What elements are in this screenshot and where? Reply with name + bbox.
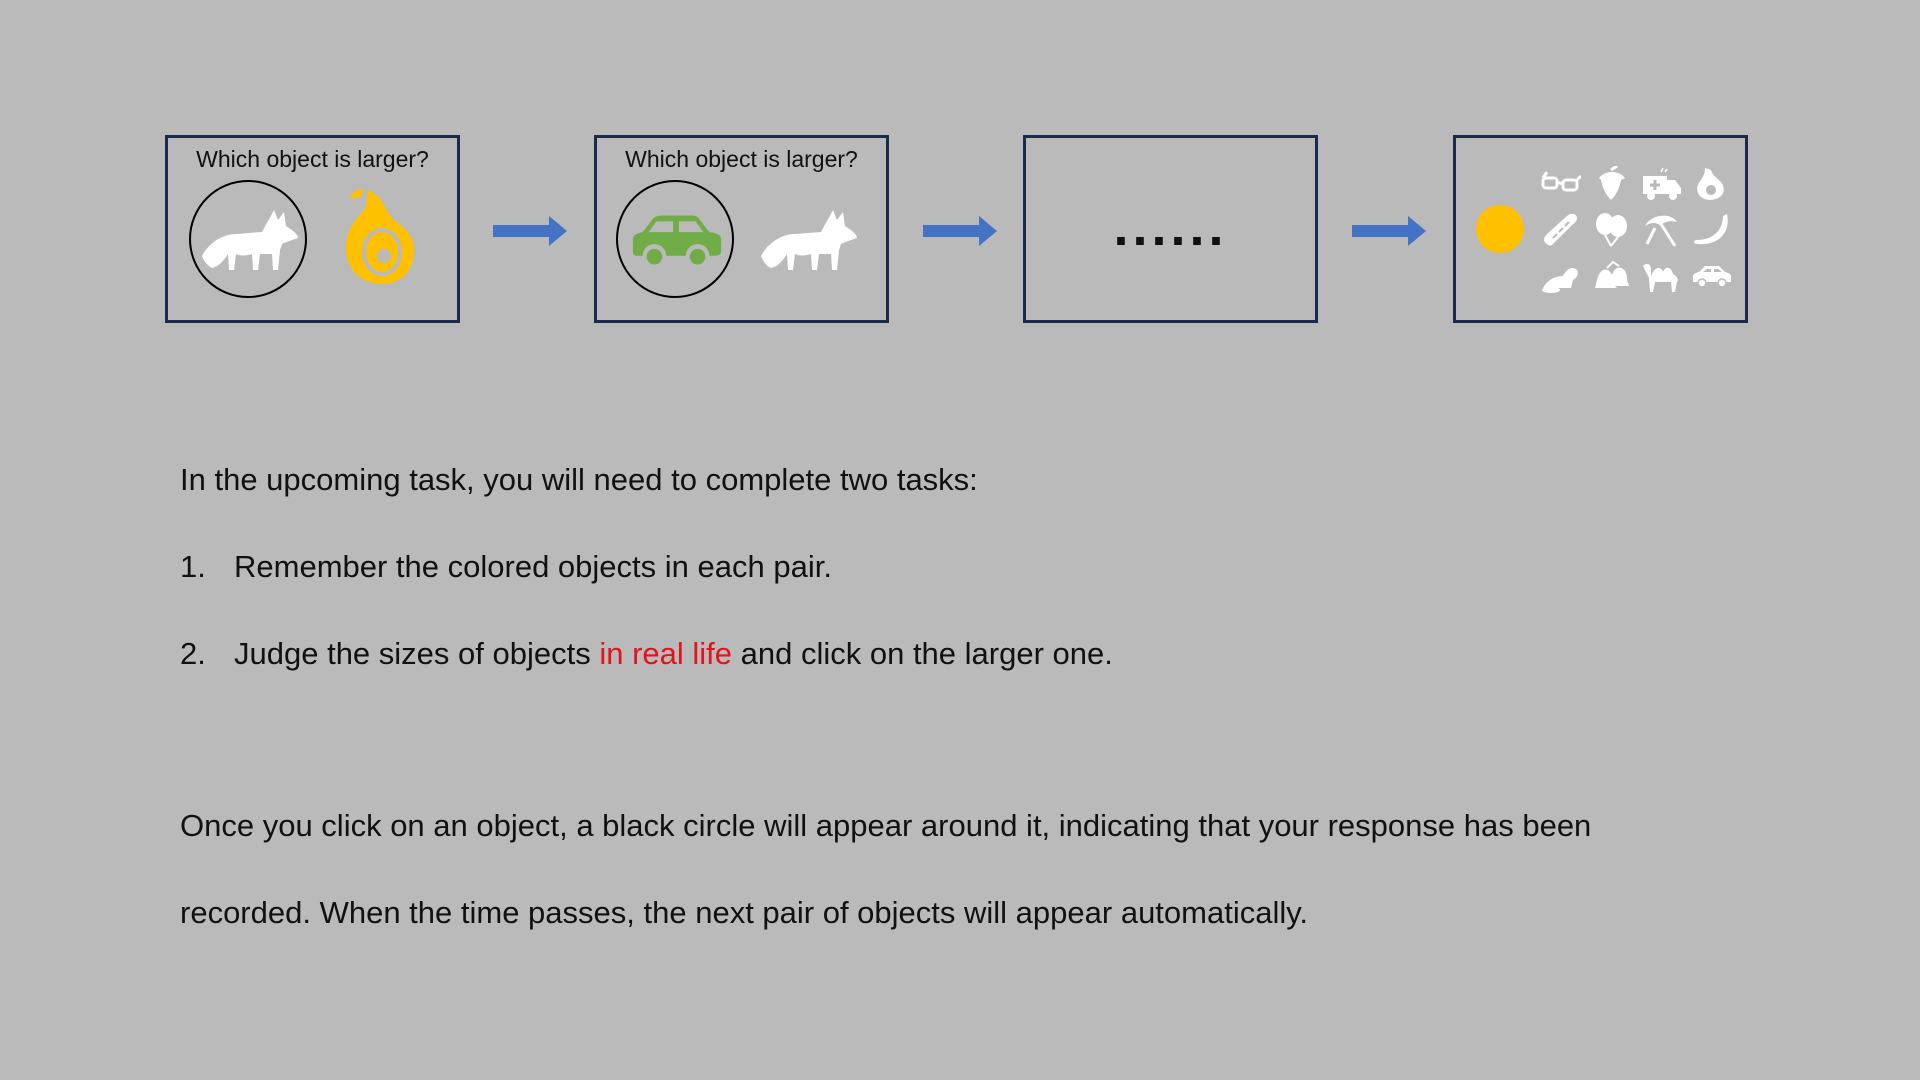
ellipsis-panel: ...... [1023,135,1318,323]
instruction-item-1: 1. Remember the colored objects in each p… [180,549,832,585]
balloons-icon[interactable] [1591,212,1631,248]
panel-question: Which object is larger? [196,146,429,172]
bells-icon[interactable] [1591,258,1631,294]
fox-icon[interactable] [200,204,300,274]
flow-arrow [493,216,567,246]
instruction-item-2: 2. Judge the sizes of objects in real lif… [180,636,1113,672]
trial-panel-2: Which object is larger? [594,135,889,323]
beach-umbrella-icon[interactable] [1641,212,1681,248]
camel-icon[interactable] [1641,258,1681,294]
item-text: Remember the colored objects in each pai… [234,549,832,584]
banana-icon[interactable] [1691,212,1731,248]
glasses-icon[interactable] [1541,166,1581,202]
yellow-circle-icon[interactable] [1476,205,1524,253]
flow-arrow [1352,216,1426,246]
recall-panel [1453,135,1748,323]
selection-circle [189,180,307,298]
selection-circle [616,180,734,298]
beaver-icon[interactable] [1541,258,1581,294]
pear-icon[interactable] [1691,166,1731,202]
fox-icon[interactable] [759,204,859,274]
item-number: 2. [180,636,206,671]
baguette-icon[interactable] [1541,212,1581,248]
item-text-pre: Judge the sizes of objects [234,636,600,671]
acorn-icon[interactable] [1591,166,1631,202]
paragraph-line-2: recorded. When the time passes, the next… [180,895,1309,930]
object-grid [1541,166,1741,306]
highlight-text: in real life [599,636,733,671]
trial-panel-1: Which object is larger? [165,135,460,323]
ellipsis: ...... [1113,197,1228,257]
flow-arrow [923,216,997,246]
car-icon[interactable] [1691,258,1731,294]
paragraph-line-1: Once you click on an object, a black cir… [180,808,1592,843]
instructions-intro: In the upcoming task, you will need to c… [180,462,978,497]
ambulance-icon[interactable] [1641,166,1681,202]
car-icon[interactable] [627,211,725,271]
panel-question: Which object is larger? [625,146,858,172]
item-text-post: and click on the larger one. [732,636,1113,671]
pear-icon[interactable] [338,186,418,286]
item-number: 1. [180,549,206,584]
